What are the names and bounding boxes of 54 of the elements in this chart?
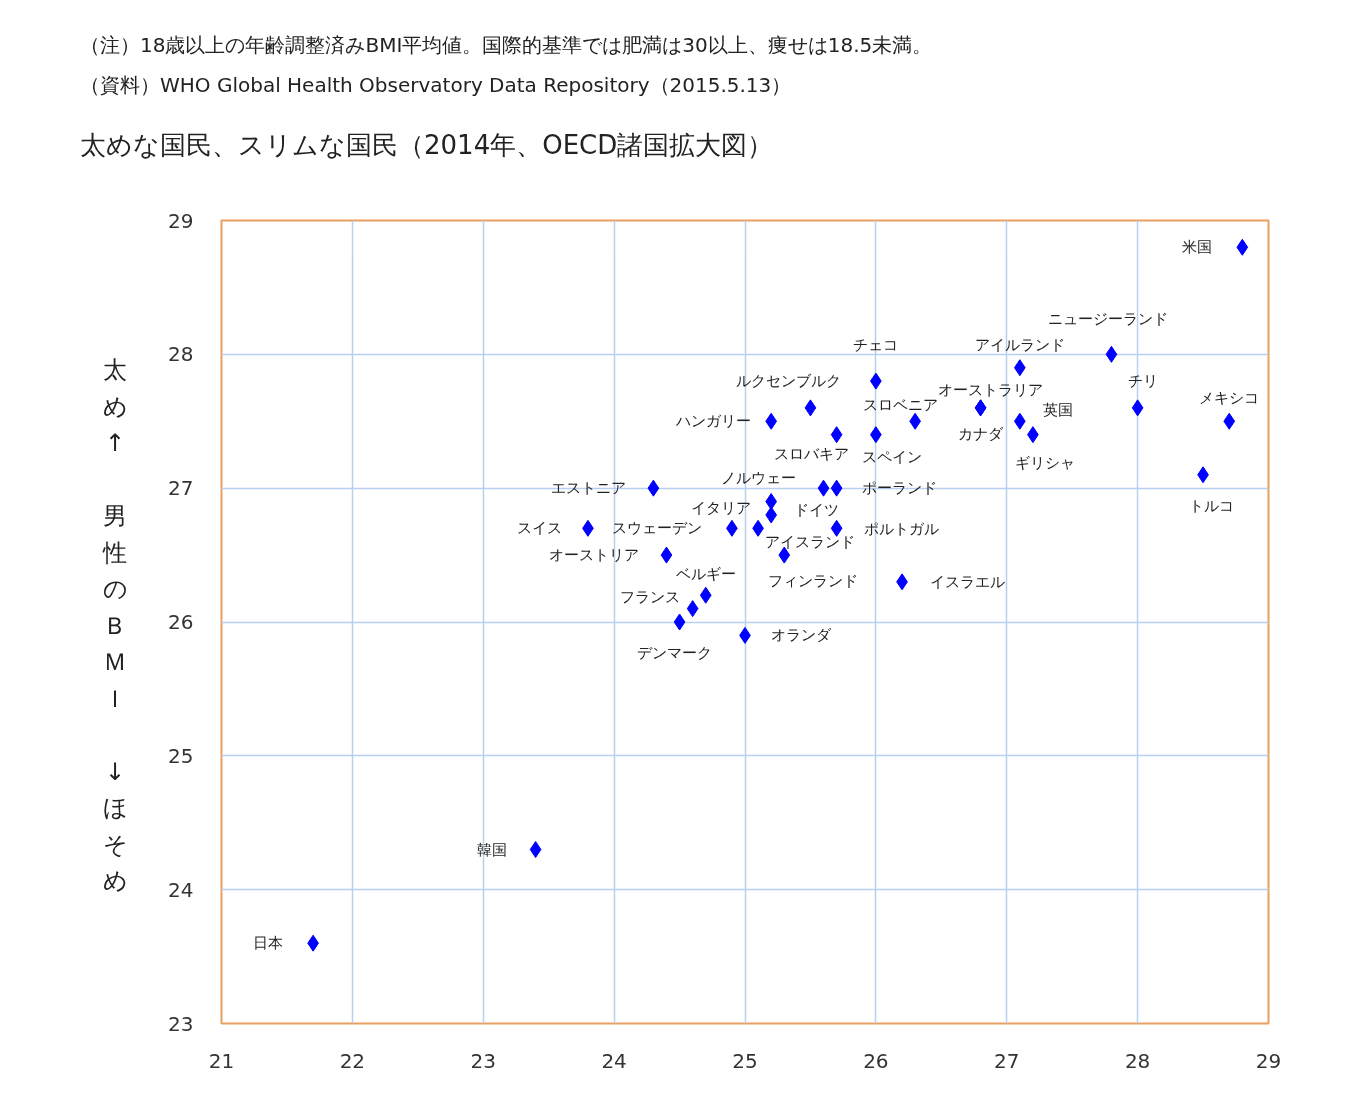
text: （資料）WHO Global Health Observatory Data Repository（2015.5.13） [79,72,793,99]
y-tick-label: 29 [168,208,194,233]
annotation: ルクセンブルク [735,371,841,390]
annotation: ギリシャ [1014,453,1075,472]
text: （注）18歳以上の年齢調整済みBMI平均値。国際的基準では肥満は30以上、痩せは18.5未満。 [79,32,933,59]
annotation: カナダ [958,424,1005,443]
annotation: ポーランド [862,479,938,498]
annotation: アイルランド [974,335,1065,354]
annotation: オーストラリア [938,380,1044,399]
annotation: 米国 [1182,238,1213,257]
annotation: ノルウェー [721,469,797,488]
chart-title: 太めな国民、スリムな国民（2014年、OECD諸国拡大図） [79,129,775,162]
annotation: フィンランド [768,572,859,591]
y-tick-label: 24 [168,877,194,902]
annotation: ドイツ [793,500,839,519]
x-tick-label: 28 [1124,1048,1151,1073]
annotation: チリ [1127,371,1158,390]
annotation: トルコ [1188,496,1234,515]
annotation: チェコ [853,336,899,355]
x-tick-label: 23 [470,1048,496,1073]
annotation: ハンガリー [674,412,751,431]
annotation: イスラエル [929,572,1005,591]
y-tick-label: 25 [168,743,194,768]
annotation: アイスランド [765,533,856,552]
annotation: 韓国 [476,840,507,859]
annotation: スウェーデン [611,519,702,538]
x-tick-label: 27 [994,1048,1020,1073]
y-tick-label: 27 [168,476,194,501]
annotation: オランダ [771,626,832,645]
annotation: 日本 [253,934,284,953]
x-tick-label: 29 [1255,1048,1282,1073]
annotation: スイス [517,519,563,538]
annotation: フランス [619,587,680,606]
x-tick-label: 26 [863,1048,889,1073]
annotation: ニュージーランド [1048,310,1169,329]
y-tick-label: 26 [168,610,194,634]
text: 太め↑ 男性のＢＭＩ ↓ほそめ [102,356,128,895]
annotation: ポルトガル [864,520,940,539]
annotation: スペイン [861,447,922,466]
annotation: イタリア [691,498,752,517]
y-tick-label: 23 [168,1011,194,1036]
annotation: スロベニア [862,396,938,415]
annotation: 英国 [1042,401,1073,420]
x-tick-label: 24 [601,1048,627,1073]
annotation: メキシコ [1199,389,1260,408]
annotation: デンマーク [637,644,713,662]
annotation: ベルギー [675,565,736,584]
annotation: オーストリア [549,546,640,565]
x-tick-label: 21 [208,1048,235,1073]
x-tick-label: 22 [339,1048,366,1073]
annotation: スロバキア [774,444,850,463]
annotation: エストニア [550,479,626,498]
y-tick-label: 28 [168,342,194,367]
x-tick-label: 25 [732,1048,758,1073]
